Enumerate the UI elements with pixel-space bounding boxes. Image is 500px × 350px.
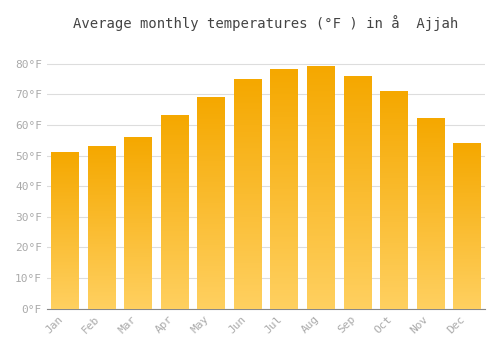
- Title: Average monthly temperatures (°F ) in å  Ajjah: Average monthly temperatures (°F ) in å …: [74, 15, 458, 31]
